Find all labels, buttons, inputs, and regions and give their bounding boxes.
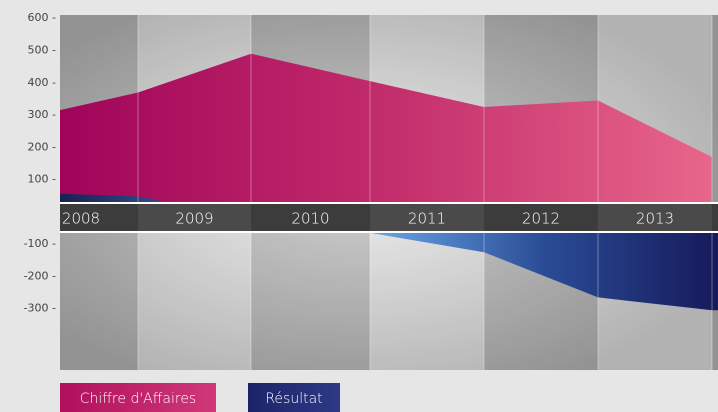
year-cell bbox=[370, 203, 484, 232]
year-cell bbox=[138, 203, 251, 232]
year-cell bbox=[598, 203, 712, 232]
y-tick-label: 500 - bbox=[28, 44, 56, 57]
legend-swatch bbox=[248, 383, 340, 412]
column-shade bbox=[712, 15, 718, 370]
x-tick-label: 2012 bbox=[522, 210, 560, 228]
y-tick-label: -100 - bbox=[24, 237, 56, 250]
y-tick-label: 600 - bbox=[28, 11, 56, 24]
y-tick-label: -300 - bbox=[24, 302, 56, 315]
area bbox=[60, 53, 712, 212]
legend-swatch bbox=[60, 383, 216, 412]
x-tick-label: 2010 bbox=[291, 210, 329, 228]
legend-label: Résultat bbox=[265, 391, 322, 407]
x-tick-label: 2009 bbox=[175, 210, 213, 228]
y-tick-label: 300 - bbox=[28, 108, 56, 121]
x-tick-label: 2011 bbox=[408, 210, 446, 228]
y-tick-label: 200 - bbox=[28, 140, 56, 153]
x-tick-label: 2013 bbox=[636, 210, 674, 228]
y-tick-label: 400 - bbox=[28, 76, 56, 89]
y-tick-label: 100 - bbox=[28, 173, 56, 186]
x-tick-label: 2008 bbox=[62, 210, 100, 228]
legend-label: Chiffre d'Affaires bbox=[80, 391, 196, 407]
y-tick-label: -200 - bbox=[24, 269, 56, 282]
